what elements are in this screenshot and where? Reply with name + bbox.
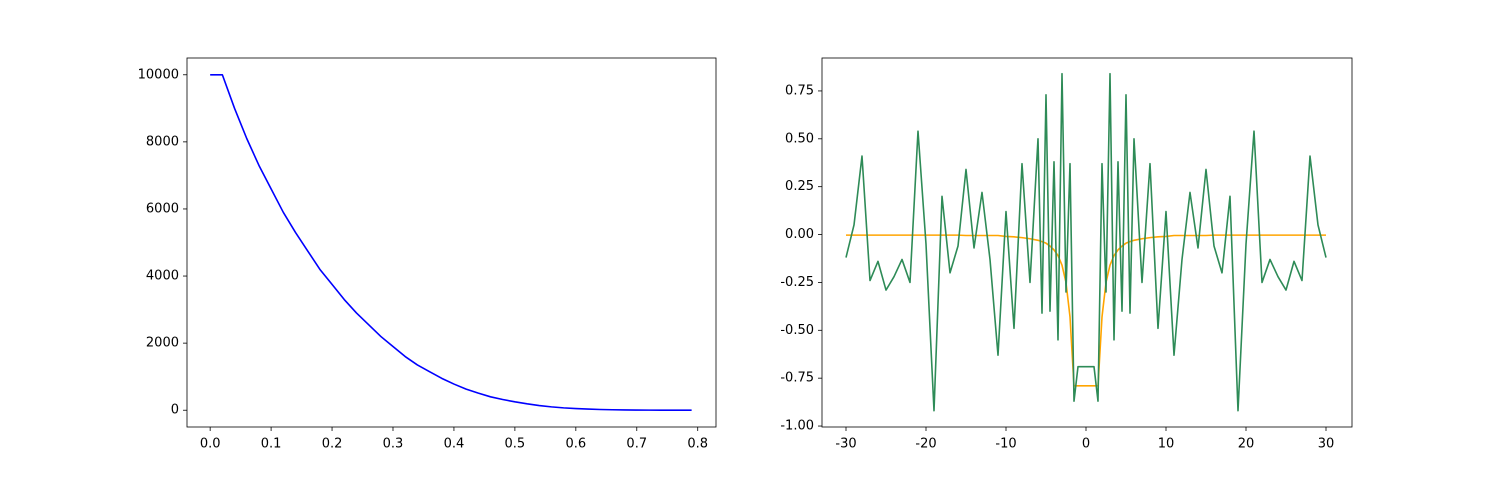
axes-frame — [821, 57, 1353, 428]
data-line — [845, 72, 1327, 412]
x-tick-label: -10 — [995, 437, 1016, 452]
data-line — [846, 234, 1326, 387]
x-tick-label: 0.8 — [687, 437, 708, 452]
y-tick-label: -0.75 — [780, 371, 814, 386]
y-tick-label: 0.75 — [785, 83, 814, 98]
x-tick-label: 30 — [1318, 437, 1335, 452]
axes-frame — [186, 57, 717, 428]
x-tick-label: 20 — [1238, 437, 1255, 452]
x-tick-label: 0.6 — [565, 437, 586, 452]
x-tick-label: 0.0 — [200, 437, 221, 452]
plot-area — [187, 58, 716, 427]
x-tick-label: 0.2 — [322, 437, 343, 452]
x-tick-label: -30 — [835, 437, 856, 452]
data-line — [210, 73, 692, 412]
x-tick-label: 10 — [1158, 437, 1175, 452]
y-tick-label: -0.50 — [780, 323, 814, 338]
y-tick-label: 2000 — [146, 336, 179, 351]
x-tick-label: 0.1 — [261, 437, 282, 452]
y-tick-label: 0.00 — [785, 227, 814, 242]
x-tick-label: 0.4 — [444, 437, 465, 452]
y-tick-label: 8000 — [146, 134, 179, 149]
plot-area — [822, 58, 1352, 427]
y-tick-label: -0.25 — [780, 275, 814, 290]
y-tick-label: 0.50 — [785, 131, 814, 146]
y-tick-label: 6000 — [146, 201, 179, 216]
y-tick-label: 0 — [171, 403, 179, 418]
x-tick-label: 0.7 — [626, 437, 647, 452]
y-tick-label: 4000 — [146, 269, 179, 284]
x-tick-label: 0.5 — [505, 437, 526, 452]
x-tick-label: 0.3 — [383, 437, 404, 452]
y-tick-label: 10000 — [138, 67, 179, 82]
x-tick-label: -20 — [915, 437, 936, 452]
x-tick-label: 0 — [1082, 437, 1090, 452]
y-tick-label: -1.00 — [780, 419, 814, 434]
y-tick-label: 0.25 — [785, 179, 814, 194]
